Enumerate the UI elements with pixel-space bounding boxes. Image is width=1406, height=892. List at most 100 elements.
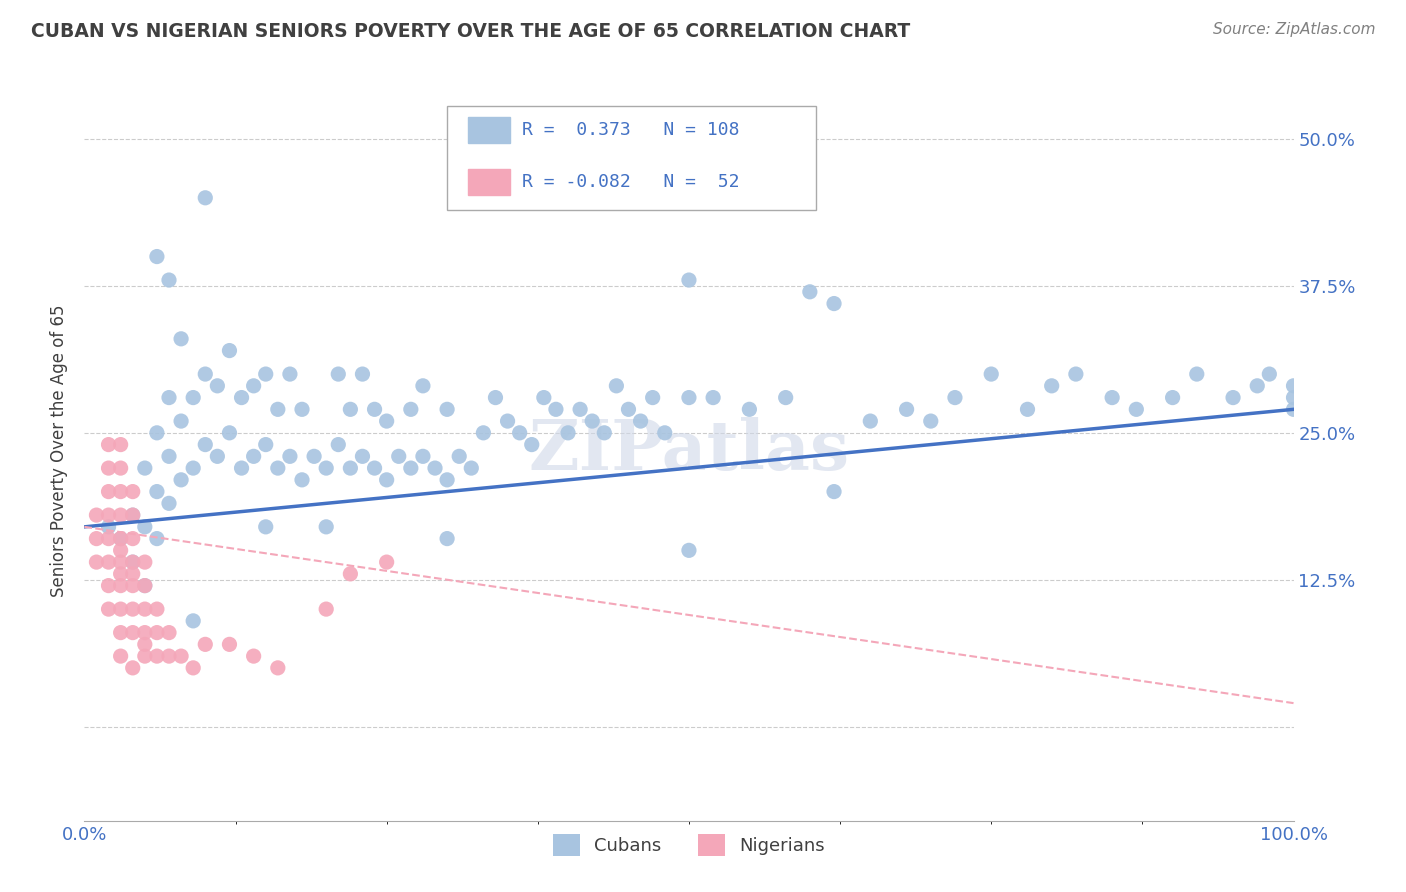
Point [617,402,640,417]
Text: CUBAN VS NIGERIAN SENIORS POVERTY OVER THE AGE OF 65 CORRELATION CHART: CUBAN VS NIGERIAN SENIORS POVERTY OVER T… [31,22,910,41]
Point [97,555,120,569]
Point [484,391,506,405]
Point [110,555,132,569]
Point [738,402,761,417]
Point [557,425,579,440]
Point [363,402,385,417]
Point [375,473,398,487]
Point [449,450,471,464]
Point [859,414,882,428]
Point [97,579,120,593]
Point [97,437,120,451]
Point [980,367,1002,381]
Point [412,450,434,464]
Point [302,450,325,464]
Point [1161,391,1184,405]
Point [315,602,337,616]
Point [157,625,180,640]
Point [146,425,169,440]
Point [121,532,143,546]
Point [242,649,264,664]
Point [436,532,458,546]
Point [110,602,132,616]
Point [328,367,350,381]
Point [352,367,374,381]
Point [134,579,156,593]
FancyBboxPatch shape [468,118,510,144]
Point [291,473,314,487]
Point [121,484,143,499]
Point [110,543,132,558]
Point [170,473,193,487]
Point [194,191,217,205]
Point [121,579,143,593]
Point [97,532,120,546]
Point [121,555,143,569]
Point [267,461,290,475]
Point [375,555,398,569]
Point [134,649,156,664]
Point [328,437,350,451]
Point [231,461,253,475]
Point [97,484,120,499]
Point [399,402,422,417]
Point [278,450,301,464]
Point [678,391,700,405]
Point [157,496,180,510]
Point [641,391,664,405]
Point [121,555,143,569]
Point [388,450,411,464]
Point [412,379,434,393]
Point [1282,402,1305,417]
Point [110,566,132,581]
Point [157,450,180,464]
Point [363,461,385,475]
Text: Source: ZipAtlas.com: Source: ZipAtlas.com [1212,22,1375,37]
Legend: Cubans, Nigerians: Cubans, Nigerians [546,827,832,863]
Point [1064,367,1087,381]
Point [509,425,531,440]
Point [110,649,132,664]
Point [315,461,337,475]
Point [121,508,143,522]
Point [678,543,700,558]
Point [146,625,169,640]
Point [823,484,845,499]
Point [218,343,240,358]
Point [339,402,361,417]
Point [1282,379,1305,393]
Y-axis label: Seniors Poverty Over the Age of 65: Seniors Poverty Over the Age of 65 [51,304,69,597]
Point [267,661,290,675]
Point [267,402,290,417]
Point [520,437,543,451]
Point [1258,367,1281,381]
Point [436,473,458,487]
Point [134,520,156,534]
Point [121,602,143,616]
Point [86,555,108,569]
Point [157,649,180,664]
Point [181,391,204,405]
Point [207,379,229,393]
Point [218,637,240,651]
Point [110,508,132,522]
Point [181,461,204,475]
Point [593,425,616,440]
Point [533,391,555,405]
Point [1017,402,1039,417]
Point [254,437,277,451]
Point [278,367,301,381]
Point [678,273,700,287]
Point [134,555,156,569]
Point [823,296,845,310]
Point [110,532,132,546]
Point [146,250,169,264]
Point [170,332,193,346]
Point [315,520,337,534]
Point [86,532,108,546]
Point [291,402,314,417]
Point [654,425,676,440]
Point [1125,402,1147,417]
Point [896,402,918,417]
Point [170,649,193,664]
